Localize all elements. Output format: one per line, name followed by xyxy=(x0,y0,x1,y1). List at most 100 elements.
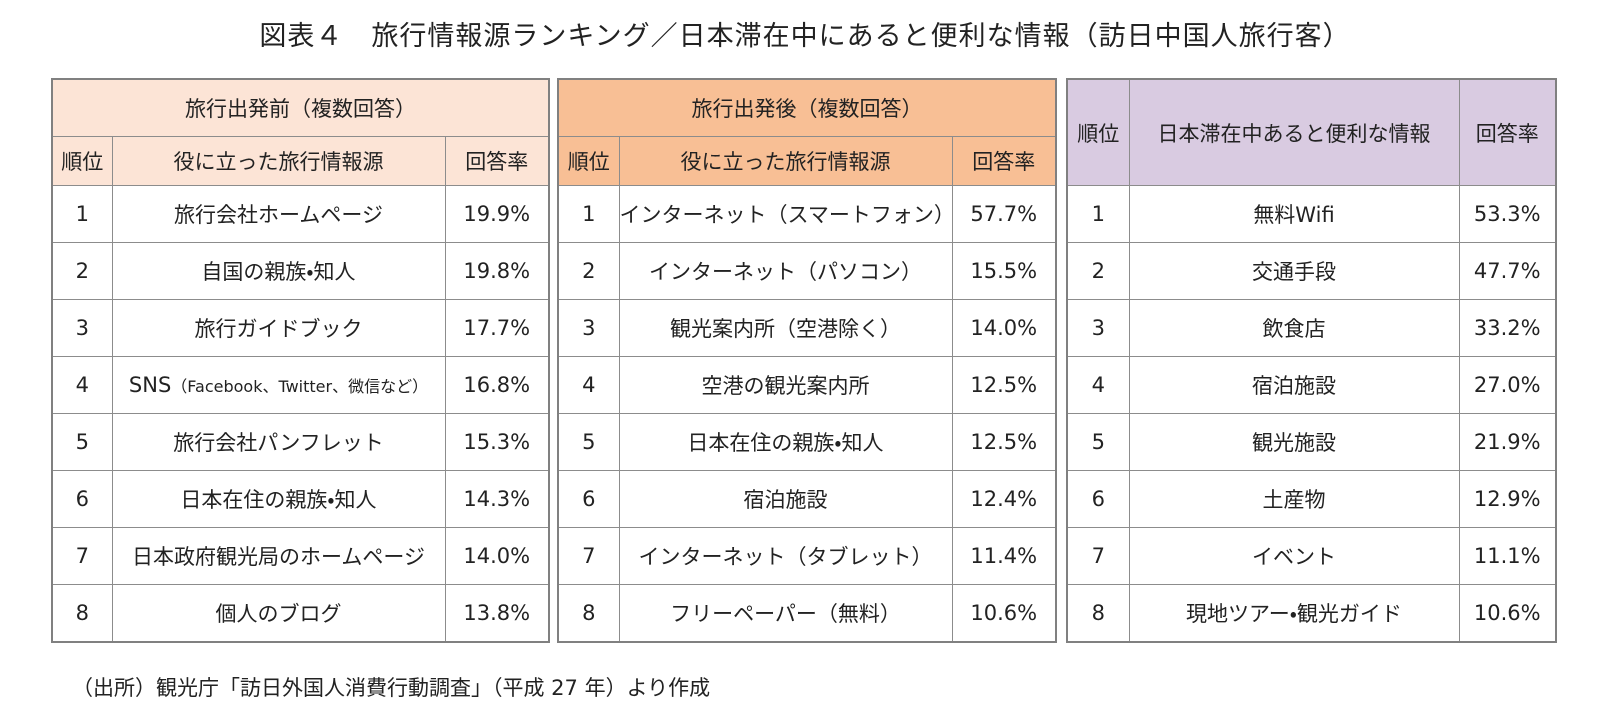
rank-cell: 6 xyxy=(1066,470,1130,528)
rate-cell: 57.7% xyxy=(951,185,1057,243)
table-cell: フリーペーパー（無料） xyxy=(618,584,953,643)
table-row: 3 飲食店 33.2% xyxy=(1066,299,1557,357)
rate-cell: 11.1% xyxy=(1458,527,1557,585)
rank-cell: 5 xyxy=(1066,413,1130,471)
rate-cell: 17.7% xyxy=(444,299,550,357)
column-header: 役に立った旅行情報源 xyxy=(618,136,953,186)
table-cell: 旅行ガイドブック xyxy=(111,299,446,357)
table-cell: イベント xyxy=(1128,527,1460,585)
rank-cell: 3 xyxy=(51,299,113,357)
rank-cell: 6 xyxy=(51,470,113,528)
column-header: 順位 xyxy=(1066,78,1130,186)
rank-cell: 8 xyxy=(1066,584,1130,643)
column-header: 回答率 xyxy=(1458,78,1557,186)
table-row: 2 交通手段 47.7% xyxy=(1066,242,1557,300)
table-cell: 交通手段 xyxy=(1128,242,1460,300)
data-table: 旅行出発後（複数回答） 順位 役に立った旅行情報源 回答率 1 インターネット（スマートフ… xyxy=(557,78,1058,643)
rank-cell: 7 xyxy=(1066,527,1130,585)
table-row: 1 無料Wifi 53.3% xyxy=(1066,185,1557,243)
rate-cell: 12.4% xyxy=(951,470,1057,528)
cell-main: SNS xyxy=(128,373,172,397)
table-row: 6 土産物 12.9% xyxy=(1066,470,1557,528)
group-header: 旅行出発前（複数回答） xyxy=(51,78,550,137)
rate-cell: 15.5% xyxy=(951,242,1057,300)
rank-cell: 5 xyxy=(557,413,620,471)
rank-cell: 3 xyxy=(1066,299,1130,357)
rate-cell: 13.8% xyxy=(444,584,550,643)
table-row: 4 空港の観光案内所 12.5% xyxy=(557,356,1057,414)
table-row: 8 フリーペーパー（無料） 10.6% xyxy=(557,584,1057,643)
rate-cell: 10.6% xyxy=(951,584,1057,643)
table-cell: 旅行会社パンフレット xyxy=(111,413,446,471)
rate-cell: 27.0% xyxy=(1458,356,1557,414)
table-cell: 日本在住の親族・知人 xyxy=(618,413,953,471)
data-table: 旅行出発前（複数回答） 順位 役に立った旅行情報源 回答率 1 旅行会社ホームページ 19.… xyxy=(51,78,551,643)
rate-cell: 47.7% xyxy=(1458,242,1557,300)
column-header: 日本滞在中あると便利な情報 xyxy=(1128,78,1460,186)
rank-cell: 7 xyxy=(51,527,113,585)
rank-cell: 4 xyxy=(1066,356,1130,414)
table-cell: 宿泊施設 xyxy=(618,470,953,528)
table-row: 2 インターネット（パソコン） 15.5% xyxy=(557,242,1057,300)
column-header: 役に立った旅行情報源 xyxy=(111,136,446,186)
table-row: 2 自国の親族・知人 19.8% xyxy=(51,242,550,300)
rank-cell: 3 xyxy=(557,299,620,357)
data-table: 順位 日本滞在中あると便利な情報 回答率 1 無料Wifi 53.3% 2 交通手段 47.7%… xyxy=(1066,78,1557,643)
table-row: 6 宿泊施設 12.4% xyxy=(557,470,1057,528)
table-row: 7 インターネット（タブレット） 11.4% xyxy=(557,527,1057,585)
table-cell: 現地ツアー・観光ガイド xyxy=(1128,584,1460,643)
table-cell: 空港の観光案内所 xyxy=(618,356,953,414)
table-cell: インターネット（スマートフォン） xyxy=(618,185,953,243)
table-cell: 旅行会社ホームページ xyxy=(111,185,446,243)
rate-cell: 14.3% xyxy=(444,470,550,528)
table-row: 3 旅行ガイドブック 17.7% xyxy=(51,299,550,357)
rank-cell: 2 xyxy=(1066,242,1130,300)
group-header: 旅行出発後（複数回答） xyxy=(557,78,1057,137)
rate-cell: 14.0% xyxy=(444,527,550,585)
rank-cell: 8 xyxy=(557,584,620,643)
rank-cell: 1 xyxy=(1066,185,1130,243)
rate-cell: 12.5% xyxy=(951,356,1057,414)
table-cell: 観光施設 xyxy=(1128,413,1460,471)
table-cell: 日本政府観光局のホームページ xyxy=(111,527,446,585)
table-row: 1 インターネット（スマートフォン） 57.7% xyxy=(557,185,1057,243)
table-cell: 自国の親族・知人 xyxy=(111,242,446,300)
rank-cell: 2 xyxy=(557,242,620,300)
table-cell: 宿泊施設 xyxy=(1128,356,1460,414)
table-row: 8 個人のブログ 13.8% xyxy=(51,584,550,643)
rate-cell: 16.8% xyxy=(444,356,550,414)
table-row: 5 観光施設 21.9% xyxy=(1066,413,1557,471)
rate-cell: 33.2% xyxy=(1458,299,1557,357)
table-cell: インターネット（タブレット） xyxy=(618,527,953,585)
rate-cell: 21.9% xyxy=(1458,413,1557,471)
cell-detail: （Facebook、Twitter、微信など） xyxy=(171,377,429,396)
column-header: 順位 xyxy=(557,136,620,186)
source-note: （出所）観光庁「訪日外国人消費行動調査」（平成 27 年）より作成 xyxy=(72,676,711,700)
rank-cell: 1 xyxy=(51,185,113,243)
rate-cell: 12.5% xyxy=(951,413,1057,471)
column-header: 回答率 xyxy=(444,136,550,186)
table-row: 3 観光案内所（空港除く） 14.0% xyxy=(557,299,1057,357)
table-row: 6 日本在住の親族・知人 14.3% xyxy=(51,470,550,528)
rank-cell: 4 xyxy=(51,356,113,414)
group-header-row: 旅行出発後（複数回答） xyxy=(557,78,1057,137)
table-row: 5 旅行会社パンフレット 15.3% xyxy=(51,413,550,471)
table-row: 7 イベント 11.1% xyxy=(1066,527,1557,585)
rank-cell: 2 xyxy=(51,242,113,300)
rate-cell: 19.9% xyxy=(444,185,550,243)
column-header: 回答率 xyxy=(951,136,1057,186)
column-header-row: 順位 役に立った旅行情報源 回答率 xyxy=(51,136,550,186)
column-header: 順位 xyxy=(51,136,113,186)
table-cell: SNS（Facebook、Twitter、微信など） xyxy=(111,356,446,414)
table-row: 4 宿泊施設 27.0% xyxy=(1066,356,1557,414)
table-cell: インターネット（パソコン） xyxy=(618,242,953,300)
rank-cell: 1 xyxy=(557,185,620,243)
table-cell: 個人のブログ xyxy=(111,584,446,643)
rank-cell: 4 xyxy=(557,356,620,414)
rank-cell: 5 xyxy=(51,413,113,471)
rank-cell: 6 xyxy=(557,470,620,528)
column-header-row: 順位 役に立った旅行情報源 回答率 xyxy=(557,136,1057,186)
rank-cell: 7 xyxy=(557,527,620,585)
table-row: 1 旅行会社ホームページ 19.9% xyxy=(51,185,550,243)
